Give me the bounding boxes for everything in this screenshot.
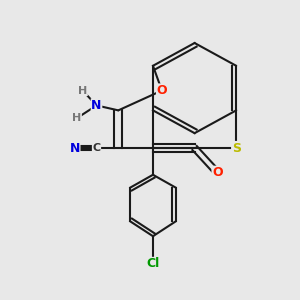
Text: H: H: [78, 85, 87, 96]
Text: O: O: [212, 166, 223, 179]
Text: S: S: [232, 142, 241, 154]
Text: N: N: [70, 142, 80, 154]
Text: C: C: [92, 143, 101, 153]
Text: O: O: [157, 84, 167, 97]
Text: H: H: [72, 113, 81, 123]
Text: Cl: Cl: [146, 257, 160, 270]
Text: N: N: [91, 99, 102, 112]
